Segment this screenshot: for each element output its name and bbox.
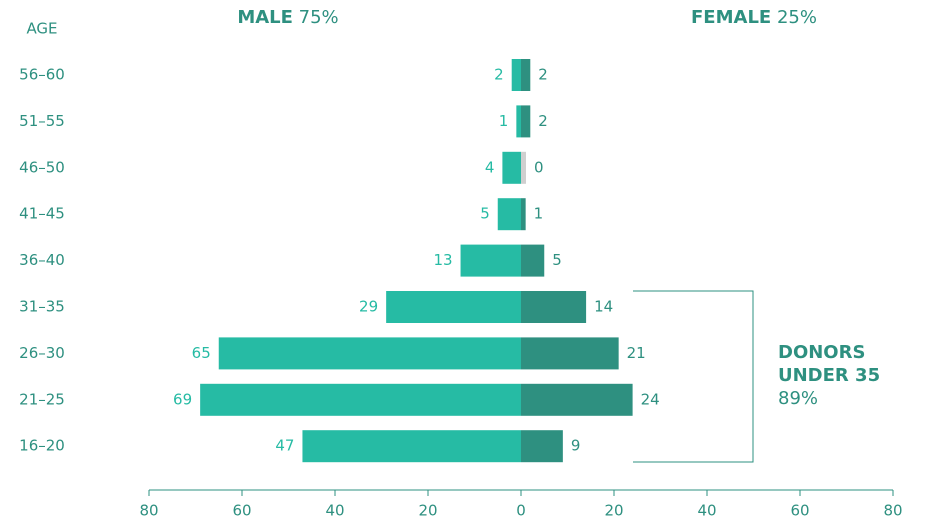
legend-share: 75%: [299, 7, 339, 28]
value-label: 24: [641, 390, 660, 408]
bar: [302, 430, 521, 463]
y-tick-label: 21–25: [19, 390, 65, 408]
value-label: 0: [534, 158, 544, 176]
x-tick-label: 80: [883, 502, 902, 520]
value-label: 65: [192, 344, 211, 362]
y-tick-label: 31–35: [19, 298, 65, 316]
value-label: 9: [571, 437, 581, 455]
bar: [386, 291, 521, 323]
bar: [502, 151, 521, 184]
x-tick-label: 40: [325, 502, 344, 520]
value-label: 5: [480, 205, 490, 223]
value-label: 2: [538, 66, 548, 84]
value-label: 5: [552, 251, 562, 269]
bar: [511, 59, 521, 91]
value-label: 1: [499, 112, 509, 130]
value-label: 47: [275, 437, 294, 455]
value-label: 1: [534, 205, 544, 223]
male-heading: MALE 75%: [237, 7, 338, 28]
x-tick-label: 0: [516, 502, 526, 520]
value-label: 29: [359, 298, 378, 316]
y-tick-label: 36–40: [19, 251, 65, 269]
value-label: 14: [594, 298, 613, 316]
axis-label: AGE: [26, 20, 57, 38]
x-tick-label: 60: [790, 502, 809, 520]
bar: [521, 430, 563, 463]
bar: [521, 105, 531, 138]
bar: [521, 244, 545, 277]
y-tick-label: 26–30: [19, 344, 65, 362]
x-tick-label: 40: [697, 502, 716, 520]
x-tick-label: 80: [139, 502, 158, 520]
bar: [460, 244, 521, 277]
female-heading: FEMALE 25%: [691, 7, 817, 28]
x-tick-label: 20: [418, 502, 437, 520]
legend-name: FEMALE: [691, 7, 771, 28]
y-tick-label: 41–45: [19, 205, 65, 223]
bar: [200, 383, 521, 416]
value-label: 69: [173, 390, 192, 408]
y-tick-label: 46–50: [19, 158, 65, 176]
bar: [218, 337, 521, 370]
x-tick-label: 60: [232, 502, 251, 520]
value-label: 2: [494, 66, 504, 84]
legend-share: 25%: [777, 7, 817, 28]
bar: [521, 198, 526, 231]
bracket: [633, 290, 754, 463]
bar: [521, 151, 526, 184]
annotation: UNDER 35: [778, 365, 880, 386]
bar: [521, 291, 587, 323]
y-tick-label: 51–55: [19, 112, 65, 130]
bar: [521, 383, 633, 416]
bar: [521, 59, 531, 91]
y-tick-label: 16–20: [19, 437, 65, 455]
value-label: 2: [538, 112, 548, 130]
bar: [521, 337, 619, 370]
x-tick-label: 20: [604, 502, 623, 520]
annotation-value: 89%: [778, 388, 818, 409]
bar: [497, 198, 521, 231]
value-label: 13: [433, 251, 452, 269]
annotation: DONORS: [778, 342, 865, 363]
value-label: 4: [485, 158, 495, 176]
value-label: 21: [627, 344, 646, 362]
y-tick-label: 56–60: [19, 66, 65, 84]
bar: [516, 105, 521, 138]
legend-name: MALE: [237, 7, 293, 28]
